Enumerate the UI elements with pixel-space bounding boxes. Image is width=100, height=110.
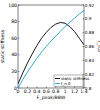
y-tick-label: 40 — [11, 52, 17, 57]
x-tick — [36, 87, 37, 89]
x-tick — [46, 87, 47, 89]
legend: static stiffnessf_n,0 — [54, 75, 89, 87]
y2-tick — [83, 46, 85, 47]
y2-tick-label: 0.8 — [85, 86, 92, 91]
y2-tick — [83, 32, 85, 33]
y2-tick — [83, 5, 85, 6]
chart-root: 00.20.40.60.811.21.40204060801000.80.820… — [0, 0, 100, 110]
y-tick-label: 60 — [11, 36, 17, 41]
legend-swatch — [55, 83, 60, 84]
x-tick-label: 0.8 — [52, 89, 59, 94]
y-axis-label: static stiffness — [0, 29, 5, 63]
x-axis-label: F_peak/BBW — [37, 95, 66, 101]
y2-tick — [83, 60, 85, 61]
y2-tick-label: 0.88 — [85, 30, 95, 35]
y-tick-label: 80 — [11, 19, 17, 24]
y2-tick-label: 0.84 — [85, 58, 95, 63]
y2-tick — [83, 88, 85, 89]
y-tick-label: 100 — [8, 3, 17, 8]
y2-tick-label: 0.92 — [85, 3, 95, 8]
y-tick — [18, 5, 20, 6]
x-tick-label: 1 — [64, 89, 67, 94]
x-tick-label: 0.2 — [24, 89, 31, 94]
x-tick-label: 0.4 — [33, 89, 40, 94]
x-tick-label: 0.6 — [43, 89, 50, 94]
y2-tick — [83, 18, 85, 19]
x-tick-label: 1.2 — [71, 89, 78, 94]
legend-label: f_n,0 — [61, 81, 71, 86]
y-tick — [18, 71, 20, 72]
y-tick — [18, 54, 20, 55]
y2-tick — [83, 74, 85, 75]
y-tick-label: 20 — [11, 69, 17, 74]
legend-swatch — [55, 78, 60, 79]
x-tick — [55, 87, 56, 89]
x-tick — [27, 87, 28, 89]
y2-tick-label: 0.9 — [85, 16, 92, 21]
y-tick — [18, 21, 20, 22]
y2-axis-label: f_n,0 — [96, 41, 100, 52]
y2-tick-label: 0.86 — [85, 44, 95, 49]
series-line — [18, 22, 84, 83]
chart: 00.20.40.60.811.21.40204060801000.80.820… — [0, 0, 100, 110]
y-tick — [18, 38, 20, 39]
y-tick-label: 0 — [14, 86, 17, 91]
x-tick — [74, 87, 75, 89]
x-tick — [65, 87, 66, 89]
